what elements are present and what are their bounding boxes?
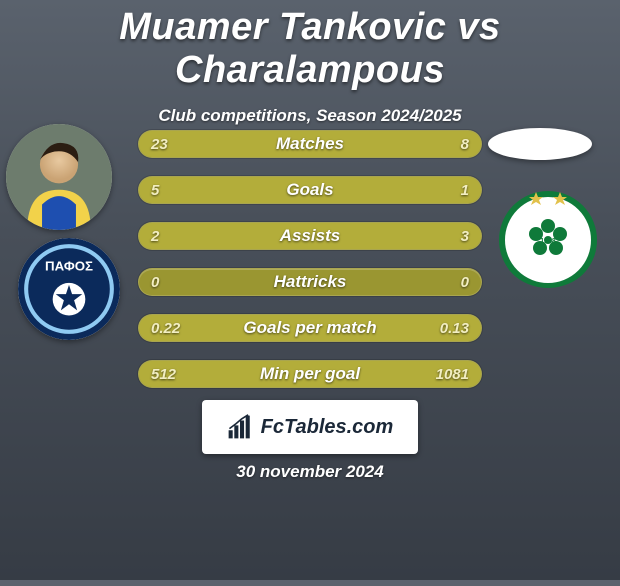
player2-avatar-blank xyxy=(488,128,592,160)
brand-icon xyxy=(227,414,253,440)
brand-text: FcTables.com xyxy=(261,416,394,439)
page-title: Muamer Tankovic vs Charalampous xyxy=(0,6,620,92)
stat-label: Goals per match xyxy=(139,315,481,341)
stat-row: 23Assists xyxy=(138,222,482,250)
stat-label: Matches xyxy=(139,131,481,157)
date-label: 30 november 2024 xyxy=(0,462,620,482)
stat-row: 5121081Min per goal xyxy=(138,360,482,388)
page-subtitle: Club competitions, Season 2024/2025 xyxy=(0,106,620,126)
club2-badge: 1948 xyxy=(496,184,600,288)
stat-label: Goals xyxy=(139,177,481,203)
stat-label: Assists xyxy=(139,223,481,249)
svg-text:ΠΑΦΟΣ: ΠΑΦΟΣ xyxy=(45,259,93,274)
svg-text:1948: 1948 xyxy=(540,238,556,245)
club1-badge: ΠΑΦΟΣ xyxy=(18,238,120,340)
stat-row: 51Goals xyxy=(138,176,482,204)
stat-row: 238Matches xyxy=(138,130,482,158)
stat-row: 00Hattricks xyxy=(138,268,482,296)
player1-avatar xyxy=(6,124,112,230)
stats-panel: 238Matches 51Goals 23Assists 00Hattricks 0.2… xyxy=(138,130,482,406)
brand-logo: FcTables.com xyxy=(202,400,418,454)
stat-label: Hattricks xyxy=(139,269,481,295)
stat-row: 0.220.13Goals per match xyxy=(138,314,482,342)
stat-label: Min per goal xyxy=(139,361,481,387)
